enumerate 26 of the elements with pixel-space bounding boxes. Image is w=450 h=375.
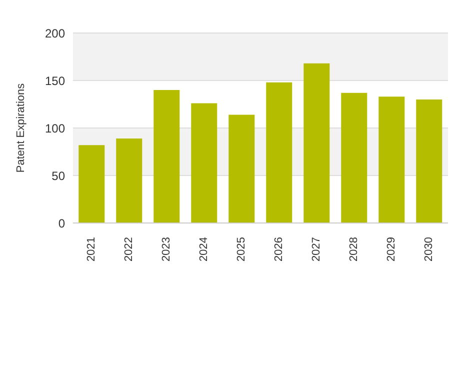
x-tick-label: 2024 [198,237,210,262]
y-tick-label: 100 [44,121,66,136]
y-tick-label: 0 [58,216,66,230]
bar [304,63,330,223]
x-tick-label: 2021 [86,237,98,262]
x-tick-label: 2025 [236,237,248,262]
y-axis-title: Patent Expirations [14,82,27,173]
y-tick-label: 200 [44,26,66,40]
bar [378,96,405,223]
x-tick-label: 2030 [423,237,436,262]
bar [266,82,292,223]
bar [116,138,142,223]
bar [228,114,255,223]
x-tick-label: 2028 [348,237,360,262]
x-tick-label: 2023 [160,237,173,262]
bar [78,145,105,223]
x-tick-label: 2026 [273,237,286,262]
x-tick-label: 2027 [310,237,323,262]
x-tick-label: 2022 [123,237,136,262]
bar [191,103,218,223]
bar [416,100,442,223]
bar [341,92,368,223]
y-tick-label: 50 [52,168,66,183]
bar [154,90,180,223]
x-tick-label: 2029 [386,237,398,262]
y-tick-label: 150 [44,74,66,88]
